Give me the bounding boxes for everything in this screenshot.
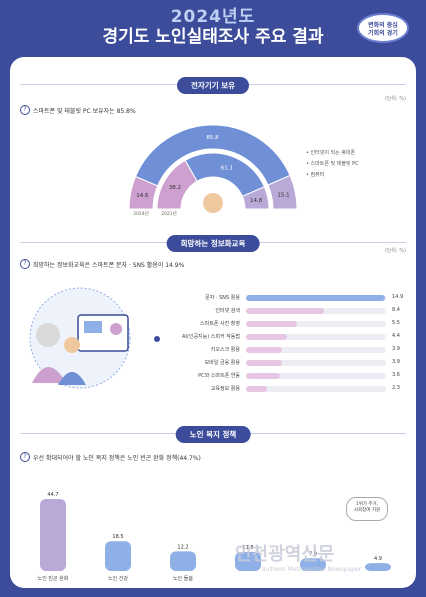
question-text: 우선 확대되어야 할 노인 복지 정책은 노인 빈곤 완화 정책(44.7%) <box>33 454 201 462</box>
welfare-bar <box>105 541 131 571</box>
header: 2024년도 경기도 노인실태조사 주요 결과 변화의 중심 기회의 경기 <box>0 0 426 56</box>
welfare-bar-value: 44.7 <box>47 492 58 498</box>
legend-item: • 인터넷이 되는 휴대폰 <box>306 150 356 156</box>
newspaper-watermark-en: Incheon Metropolitan Newspaper <box>262 566 362 573</box>
question-devices: ? 스마트폰 및 태블릿 PC 보유자는 85.8% <box>20 105 136 115</box>
gyeonggi-slogan-badge: 변화의 중심 기회의 경기 <box>357 13 409 43</box>
bar-fill <box>246 334 288 340</box>
welfare-bar-value: 11.8 <box>242 545 253 551</box>
newspaper-watermark: 인천광역신문 <box>235 544 335 565</box>
bar-fill <box>246 347 283 353</box>
question-icon: ? <box>20 452 30 462</box>
bar-track <box>246 360 386 366</box>
ring-year-label: 2021년 <box>161 210 177 217</box>
question-text: 스마트폰 및 태블릿 PC 보유자는 85.8% <box>33 107 136 115</box>
bar-value: 3.9 <box>392 359 400 365</box>
ring-2021-value-label: 14.8 <box>250 198 263 204</box>
bar-label: PC와 스마트폰 연동 <box>198 373 240 379</box>
welfare-bar-value: 12.2 <box>177 544 188 550</box>
bar-label: 키오스크 활용 <box>210 347 240 353</box>
bar-track <box>246 321 386 327</box>
bar-track <box>246 334 386 340</box>
elderly-couple-icon <box>203 193 223 213</box>
bar-row: 교육정보 활용 2.3 <box>160 384 410 394</box>
bar-row: 문자 · SNS 활용 14.9 <box>160 293 410 303</box>
ring-2024-value-label: 85.8 <box>206 135 219 141</box>
bar-row: 인터넷 검색 8.4 <box>160 306 410 316</box>
bar-fill <box>246 308 325 314</box>
section-title-devices: 전자기기 보유 <box>176 77 250 94</box>
bar-fill <box>246 321 298 327</box>
welfare-bar-value: 4.9 <box>374 556 382 562</box>
welfare-bar-label: 노인 빈곤 완화 <box>38 575 69 582</box>
bar-fill <box>246 373 280 379</box>
bar-value: 2.3 <box>392 385 400 391</box>
unit-label: (단위: %) <box>384 96 406 102</box>
ring-2024-segment <box>267 174 298 210</box>
bar-value: 4.4 <box>392 333 400 339</box>
welfare-bar <box>365 563 391 571</box>
ring-year-label: 2024년 <box>133 210 149 217</box>
bar-fill <box>246 295 386 301</box>
welfare-bar-label: 노인 건강 <box>108 575 128 582</box>
welfare-bar <box>170 551 196 571</box>
bar-value: 5.5 <box>392 320 400 326</box>
report-year: 2024년도 <box>170 7 256 27</box>
bar-label: 문자 · SNS 활용 <box>205 295 240 301</box>
bar-fill <box>246 360 283 366</box>
question-education: ? 희망하는 정보화교육은 스마트폰 문자 · SNS 활용이 14.9% <box>20 259 184 269</box>
bar-label: AI(인공지능) 스피커 작동법 <box>182 334 240 340</box>
bar-row: PC와 스마트폰 연동 3.6 <box>160 371 410 381</box>
question-icon: ? <box>20 259 30 269</box>
welfare-bar-chart: 44.7 노인 빈곤 완화 18.5 노인 건강 12.2 노인 돌봄 11.8 7.9 4.9 <box>38 492 391 582</box>
bar-track <box>246 347 386 353</box>
bar-label: 모바일 금융 활용 <box>204 360 240 366</box>
welfare-bar <box>300 558 326 571</box>
welfare-bar-value: 7.9 <box>309 551 317 557</box>
elderly-tablet-illustration <box>29 287 160 389</box>
section-title-welfare: 노인 복지 정책 <box>175 426 251 443</box>
page-title: 경기도 노인실태조사 주요 결과 <box>102 27 324 47</box>
bar-track <box>246 308 386 314</box>
welfare-bar-value: 18.5 <box>112 534 123 540</box>
bar-track <box>246 386 386 392</box>
unit-label: (단위: %) <box>384 248 406 254</box>
bar-track <box>246 295 386 301</box>
bar-value: 3.9 <box>392 346 400 352</box>
bar-row: AI(인공지능) 스피커 작동법 4.4 <box>160 332 410 342</box>
welfare-bar-label: 노인 돌봄 <box>173 575 193 582</box>
ring-2021-segment <box>241 186 270 210</box>
bar-label: 교육정보 활용 <box>210 386 240 392</box>
note-bubble: 1위가 주거, 사회참여 지원 <box>346 497 388 521</box>
welfare-bar <box>40 499 66 571</box>
bar-value: 3.6 <box>392 372 400 378</box>
ring-2024-value-label: 15.1 <box>277 192 289 198</box>
welfare-bar <box>235 551 261 571</box>
ring-2021-value-label: 38.2 <box>169 185 181 191</box>
device-arc-chart: 14.6 85.8 15.1 38.2 61.1 14.8 2024년 2021년 <box>128 124 298 217</box>
question-welfare: ? 우선 확대되어야 할 노인 복지 정책은 노인 빈곤 완화 정책(44.7%) <box>20 452 201 462</box>
bar-row: 키오스크 활용 3.9 <box>160 345 410 355</box>
bar-label: 인터넷 검색 <box>215 308 240 314</box>
question-icon: ? <box>20 105 30 115</box>
legend-item: • 스마트폰 및 태블릿 PC <box>306 161 359 167</box>
bar-value: 14.9 <box>392 294 404 300</box>
bar-fill <box>246 386 268 392</box>
bar-row: 모바일 금융 활용 3.9 <box>160 358 410 368</box>
bar-track <box>246 373 386 379</box>
ring-2024-value-label: 14.6 <box>136 193 149 199</box>
bar-row: 스마트폰 사진 촬영 5.5 <box>160 319 410 329</box>
content-panel: 전자기기 보유 (단위: %) ? 스마트폰 및 태블릿 PC 보유자는 85.8… <box>10 57 416 588</box>
ring-2021-value-label: 61.1 <box>221 165 233 171</box>
question-text: 희망하는 정보화교육은 스마트폰 문자 · SNS 활용이 14.9% <box>33 261 185 269</box>
legend-item: • 컴퓨터 <box>306 172 325 178</box>
bar-label: 스마트폰 사진 촬영 <box>200 321 240 327</box>
section-title-education: 희망하는 정보화교육 <box>166 235 260 252</box>
bar-value: 8.4 <box>392 307 400 313</box>
